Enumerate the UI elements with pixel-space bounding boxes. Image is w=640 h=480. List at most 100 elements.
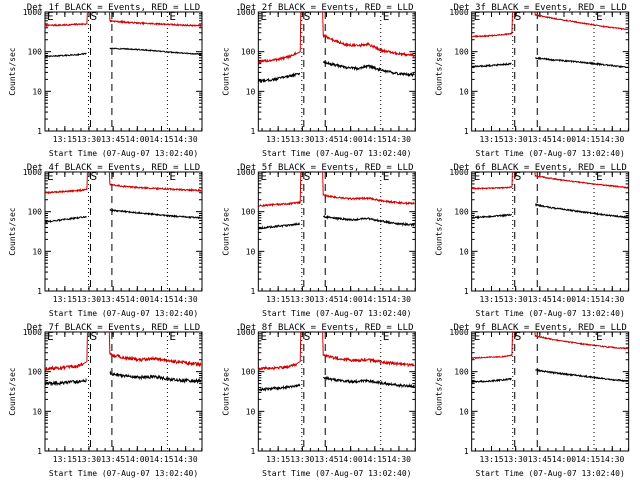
x-tick-label: 14:30 [600, 455, 624, 464]
marker-label: E [383, 330, 390, 343]
y-tick-label: 1 [464, 287, 469, 296]
events-series-line [109, 370, 202, 385]
y-axis-label: Counts/sec [435, 47, 444, 95]
marker-label: E [596, 10, 603, 23]
panel-title: Det 6f BLACK = Events, RED = LLD [453, 163, 626, 173]
x-tick-label: 14:15 [149, 135, 173, 144]
x-tick-label: 14:15 [363, 295, 387, 304]
panel-title: Det 5f BLACK = Events, RED = LLD [240, 163, 413, 173]
marker-label: S [304, 170, 311, 183]
marker-label: E [596, 170, 603, 183]
panel-title: Det 1f BLACK = Events, RED = LLD [27, 3, 200, 13]
events-series-line [258, 72, 301, 84]
marker-label: E [383, 10, 390, 23]
x-tick-label: 14:30 [600, 135, 624, 144]
x-tick-label: 13:15 [266, 135, 290, 144]
y-tick-label: 1000 [449, 168, 468, 177]
y-tick-label: 1000 [23, 168, 42, 177]
events-series-line [471, 377, 512, 384]
x-tick-label: 14:30 [387, 135, 411, 144]
events-series-line [535, 368, 629, 383]
marker-label: E [169, 330, 176, 343]
events-series-line [45, 377, 87, 387]
panel-title: Det 4f BLACK = Events, RED = LLD [27, 163, 200, 173]
x-axis-label: Start Time (07-Aug-07 13:02:40) [49, 309, 198, 318]
x-axis-label: Start Time (07-Aug-07 13:02:40) [476, 149, 625, 158]
y-tick-label: 1 [37, 287, 42, 296]
x-tick-label: 13:45 [101, 295, 125, 304]
x-axis-label: Start Time (07-Aug-07 13:02:40) [476, 469, 625, 478]
lld-series-line [471, 172, 629, 191]
x-tick-label: 13:15 [479, 135, 503, 144]
y-axis-label: Counts/sec [8, 47, 17, 95]
panel-title: Det 3f BLACK = Events, RED = LLD [453, 3, 626, 13]
plot-frame [44, 11, 203, 132]
y-tick-label: 10 [32, 247, 42, 256]
events-series-line [258, 383, 301, 392]
y-tick-label: 10 [246, 247, 256, 256]
x-tick-label: 14:30 [174, 135, 198, 144]
x-tick-label: 13:30 [77, 295, 101, 304]
x-tick-label: 13:15 [53, 295, 77, 304]
x-tick-label: 14:00 [339, 135, 363, 144]
y-tick-label: 1000 [236, 328, 255, 337]
marker-label: E [260, 330, 267, 343]
detector-panel: Det 5f BLACK = Events, RED = LLD Counts/s… [221, 163, 416, 318]
lld-series-line [471, 332, 628, 360]
panel-title: Det 9f BLACK = Events, RED = LLD [453, 323, 626, 333]
events-series-line [323, 215, 415, 227]
x-tick-label: 13:15 [266, 295, 290, 304]
x-tick-label: 13:45 [101, 135, 125, 144]
detector-panel: Det 1f BLACK = Events, RED = LLD Counts/s… [8, 3, 203, 158]
plot-frame [471, 331, 630, 452]
y-tick-label: 100 [28, 48, 43, 57]
x-tick-label: 14:00 [125, 455, 149, 464]
y-tick-label: 100 [454, 48, 469, 57]
marker-label: S [90, 10, 97, 23]
x-tick-label: 13:30 [77, 455, 101, 464]
x-tick-label: 14:00 [552, 295, 576, 304]
y-axis-label: Counts/sec [435, 367, 444, 415]
x-tick-label: 14:00 [552, 135, 576, 144]
x-tick-label: 14:15 [363, 455, 387, 464]
marker-label: E [383, 170, 390, 183]
y-axis-label: Counts/sec [221, 367, 230, 415]
x-axis-label: Start Time (07-Aug-07 13:02:40) [262, 149, 411, 158]
y-tick-label: 1000 [449, 328, 468, 337]
x-tick-label: 13:15 [479, 455, 503, 464]
y-tick-label: 1 [251, 287, 256, 296]
lld-series-line [258, 332, 415, 372]
y-tick-label: 10 [32, 407, 42, 416]
y-tick-label: 1000 [236, 168, 255, 177]
y-axis-label: Counts/sec [221, 207, 230, 255]
panel-title: Det 7f BLACK = Events, RED = LLD [27, 323, 200, 333]
x-tick-label: 13:15 [266, 455, 290, 464]
marker-label: S [304, 330, 311, 343]
y-tick-label: 1000 [236, 8, 255, 17]
marker-label: E [474, 170, 481, 183]
marker-label: E [260, 10, 267, 23]
detector-panel: Det 9f BLACK = Events, RED = LLD Counts/s… [435, 323, 630, 478]
events-series-line [534, 203, 628, 219]
x-tick-label: 13:30 [504, 135, 528, 144]
y-tick-label: 1 [464, 127, 469, 136]
marker-label: S [515, 330, 522, 343]
lld-series-line [45, 172, 202, 195]
marker-label: E [596, 330, 603, 343]
y-tick-label: 10 [459, 247, 469, 256]
y-tick-label: 10 [246, 407, 256, 416]
x-tick-label: 13:30 [290, 455, 314, 464]
y-axis-label: Counts/sec [221, 47, 230, 95]
events-series-line [322, 60, 415, 78]
y-tick-label: 100 [28, 368, 43, 377]
y-tick-label: 10 [459, 407, 469, 416]
detector-panel: Det 4f BLACK = Events, RED = LLD Counts/s… [8, 163, 203, 318]
x-tick-label: 14:15 [576, 455, 600, 464]
marker-label: S [515, 10, 522, 23]
x-axis-label: Start Time (07-Aug-07 13:02:40) [49, 149, 198, 158]
x-tick-label: 14:15 [363, 135, 387, 144]
marker-label: E [47, 10, 54, 23]
events-series-line [45, 52, 87, 58]
marker-label: E [169, 170, 176, 183]
x-tick-label: 14:00 [125, 295, 149, 304]
